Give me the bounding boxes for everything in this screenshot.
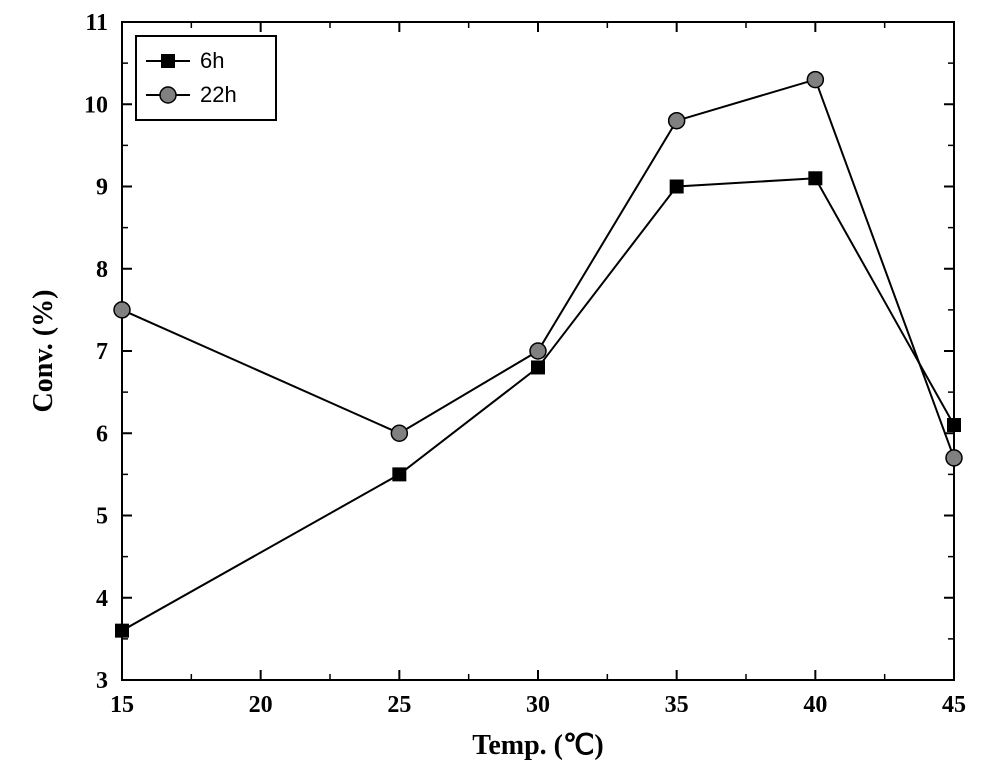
svg-text:45: 45	[942, 692, 966, 718]
svg-text:6h: 6h	[200, 48, 224, 73]
svg-text:22h: 22h	[200, 82, 237, 107]
svg-text:8: 8	[96, 257, 108, 283]
svg-text:3: 3	[96, 668, 108, 694]
svg-text:35: 35	[665, 692, 689, 718]
svg-text:Conv. (%): Conv. (%)	[28, 290, 59, 413]
svg-text:9: 9	[96, 175, 108, 201]
svg-text:30: 30	[526, 692, 550, 718]
svg-text:25: 25	[387, 692, 411, 718]
svg-text:6: 6	[96, 421, 108, 447]
line-chart: 1520253035404534567891011Temp. (℃)Conv. …	[0, 0, 1000, 777]
svg-text:5: 5	[96, 504, 108, 530]
svg-text:40: 40	[803, 692, 827, 718]
svg-text:Temp. (℃): Temp. (℃)	[472, 730, 604, 761]
svg-text:20: 20	[249, 692, 273, 718]
svg-text:4: 4	[96, 586, 108, 612]
chart-container: 1520253035404534567891011Temp. (℃)Conv. …	[0, 0, 1000, 777]
svg-text:15: 15	[110, 692, 134, 718]
svg-text:7: 7	[96, 339, 108, 365]
svg-text:11: 11	[85, 10, 108, 36]
svg-text:10: 10	[84, 92, 108, 118]
